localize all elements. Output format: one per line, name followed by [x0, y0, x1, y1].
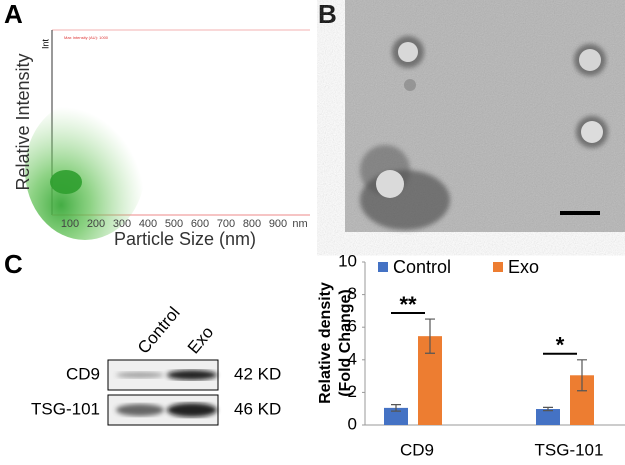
y-label: Relative density: [317, 282, 334, 404]
x-tick-label: 800: [243, 218, 261, 230]
band: [116, 404, 164, 416]
y-tick-label: 2: [348, 382, 357, 401]
scatter-core: [50, 170, 82, 194]
x-tick-label: TSG-101: [535, 440, 604, 459]
panel-letter: A: [4, 0, 23, 29]
error-bar: [391, 404, 401, 412]
x-tick-label: 100: [61, 218, 79, 230]
error-bar: [577, 359, 587, 392]
x-tick-label: 600: [191, 218, 209, 230]
lane-label: Control: [134, 303, 184, 357]
y-tick-label: 8: [348, 284, 357, 303]
legend-label: Exo: [508, 257, 539, 277]
tem-image: [345, 0, 625, 232]
lane-label: Exo: [184, 323, 217, 358]
error-bar: [543, 406, 553, 412]
x-tick-label: 300: [113, 218, 131, 230]
y-label: Relative Intensity: [13, 53, 33, 190]
x-tick-label: CD9: [400, 440, 434, 459]
x-tick-label: 900: [269, 218, 287, 230]
y-tick-label: 4: [348, 349, 357, 368]
size-label: 46 KD: [234, 399, 281, 418]
axis-note: Max Intensity (AU): 1000: [64, 35, 109, 40]
error-bar: [425, 318, 435, 354]
panel-letter: C: [4, 249, 23, 279]
protein-label: TSG-101: [31, 399, 100, 418]
x-tick-label: 400: [139, 218, 157, 230]
legend-swatch: [378, 262, 388, 272]
significance: *: [556, 333, 565, 358]
x-tick-label: 200: [87, 218, 105, 230]
size-label: 42 KD: [234, 364, 281, 383]
band: [116, 372, 164, 378]
x-tick-label: 700: [217, 218, 235, 230]
int-label: Int: [40, 39, 50, 50]
legend-swatch: [493, 262, 503, 272]
bar: [536, 409, 560, 425]
panel-letter: B: [318, 0, 337, 29]
significance: **: [399, 292, 417, 317]
scatter-cloud: [25, 100, 145, 240]
x-label: Particle Size (nm): [114, 229, 256, 249]
y-tick-label: 0: [348, 414, 357, 433]
protein-label: CD9: [66, 364, 100, 383]
band: [167, 370, 217, 380]
band: [167, 403, 217, 417]
bar: [384, 407, 408, 425]
y-label: (Fold Change): [337, 289, 354, 397]
legend-label: Control: [393, 257, 451, 277]
x-tick-label: 500: [165, 218, 183, 230]
y-tick-label: 6: [348, 317, 357, 336]
y-tick-label: 10: [338, 251, 357, 270]
x-unit: nm: [292, 218, 307, 230]
